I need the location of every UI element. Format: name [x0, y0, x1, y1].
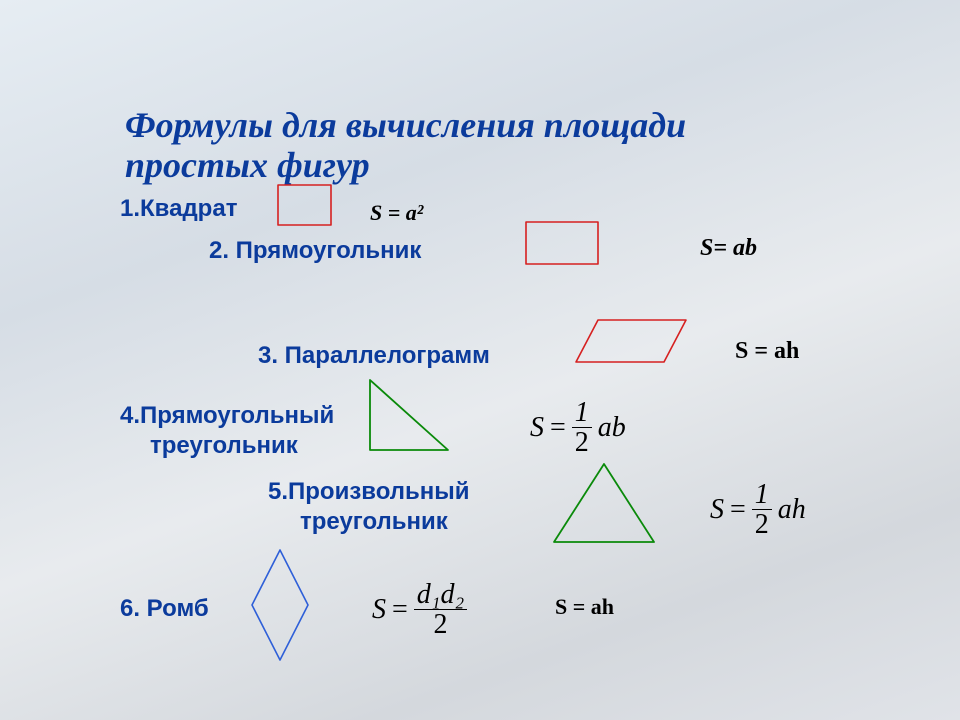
label-parallelogram: 3. Параллелограмм [258, 342, 490, 370]
label2-arbitrary_triangle: треугольник [300, 508, 448, 536]
slide-title: Формулы для вычисления площади простых ф… [125, 106, 825, 185]
formula-frac-arbitrary_triangle: S=12ah [710, 480, 806, 540]
shape-square [275, 182, 334, 233]
formula-parallelogram: S = ah [735, 338, 799, 365]
formula-square: S = a² [370, 200, 423, 226]
label2-right_triangle: треугольник [150, 432, 298, 460]
label-square: 1.Квадрат [120, 195, 237, 223]
shape-parallelogram [573, 317, 689, 370]
shape-arbitrary_triangle [551, 461, 657, 550]
slide: Формулы для вычисления площади простых ф… [0, 0, 960, 720]
formula-rhombus: S = ah [555, 594, 614, 620]
shape-rhombus [249, 547, 311, 668]
shape-right_triangle [367, 377, 451, 458]
label-arbitrary_triangle: 5.Произвольный [268, 478, 470, 506]
formula-frac-right_triangle: S=12ab [530, 398, 626, 458]
formula-frac-rhombus: S=d₁d₂2 [372, 580, 467, 640]
label-right_triangle: 4.Прямоугольный [120, 402, 334, 430]
label-rhombus: 6. Ромб [120, 595, 209, 623]
label-rectangle: 2. Прямоугольник [209, 237, 421, 265]
formula-rectangle: S= ab [700, 235, 757, 262]
shape-rectangle [523, 219, 601, 272]
